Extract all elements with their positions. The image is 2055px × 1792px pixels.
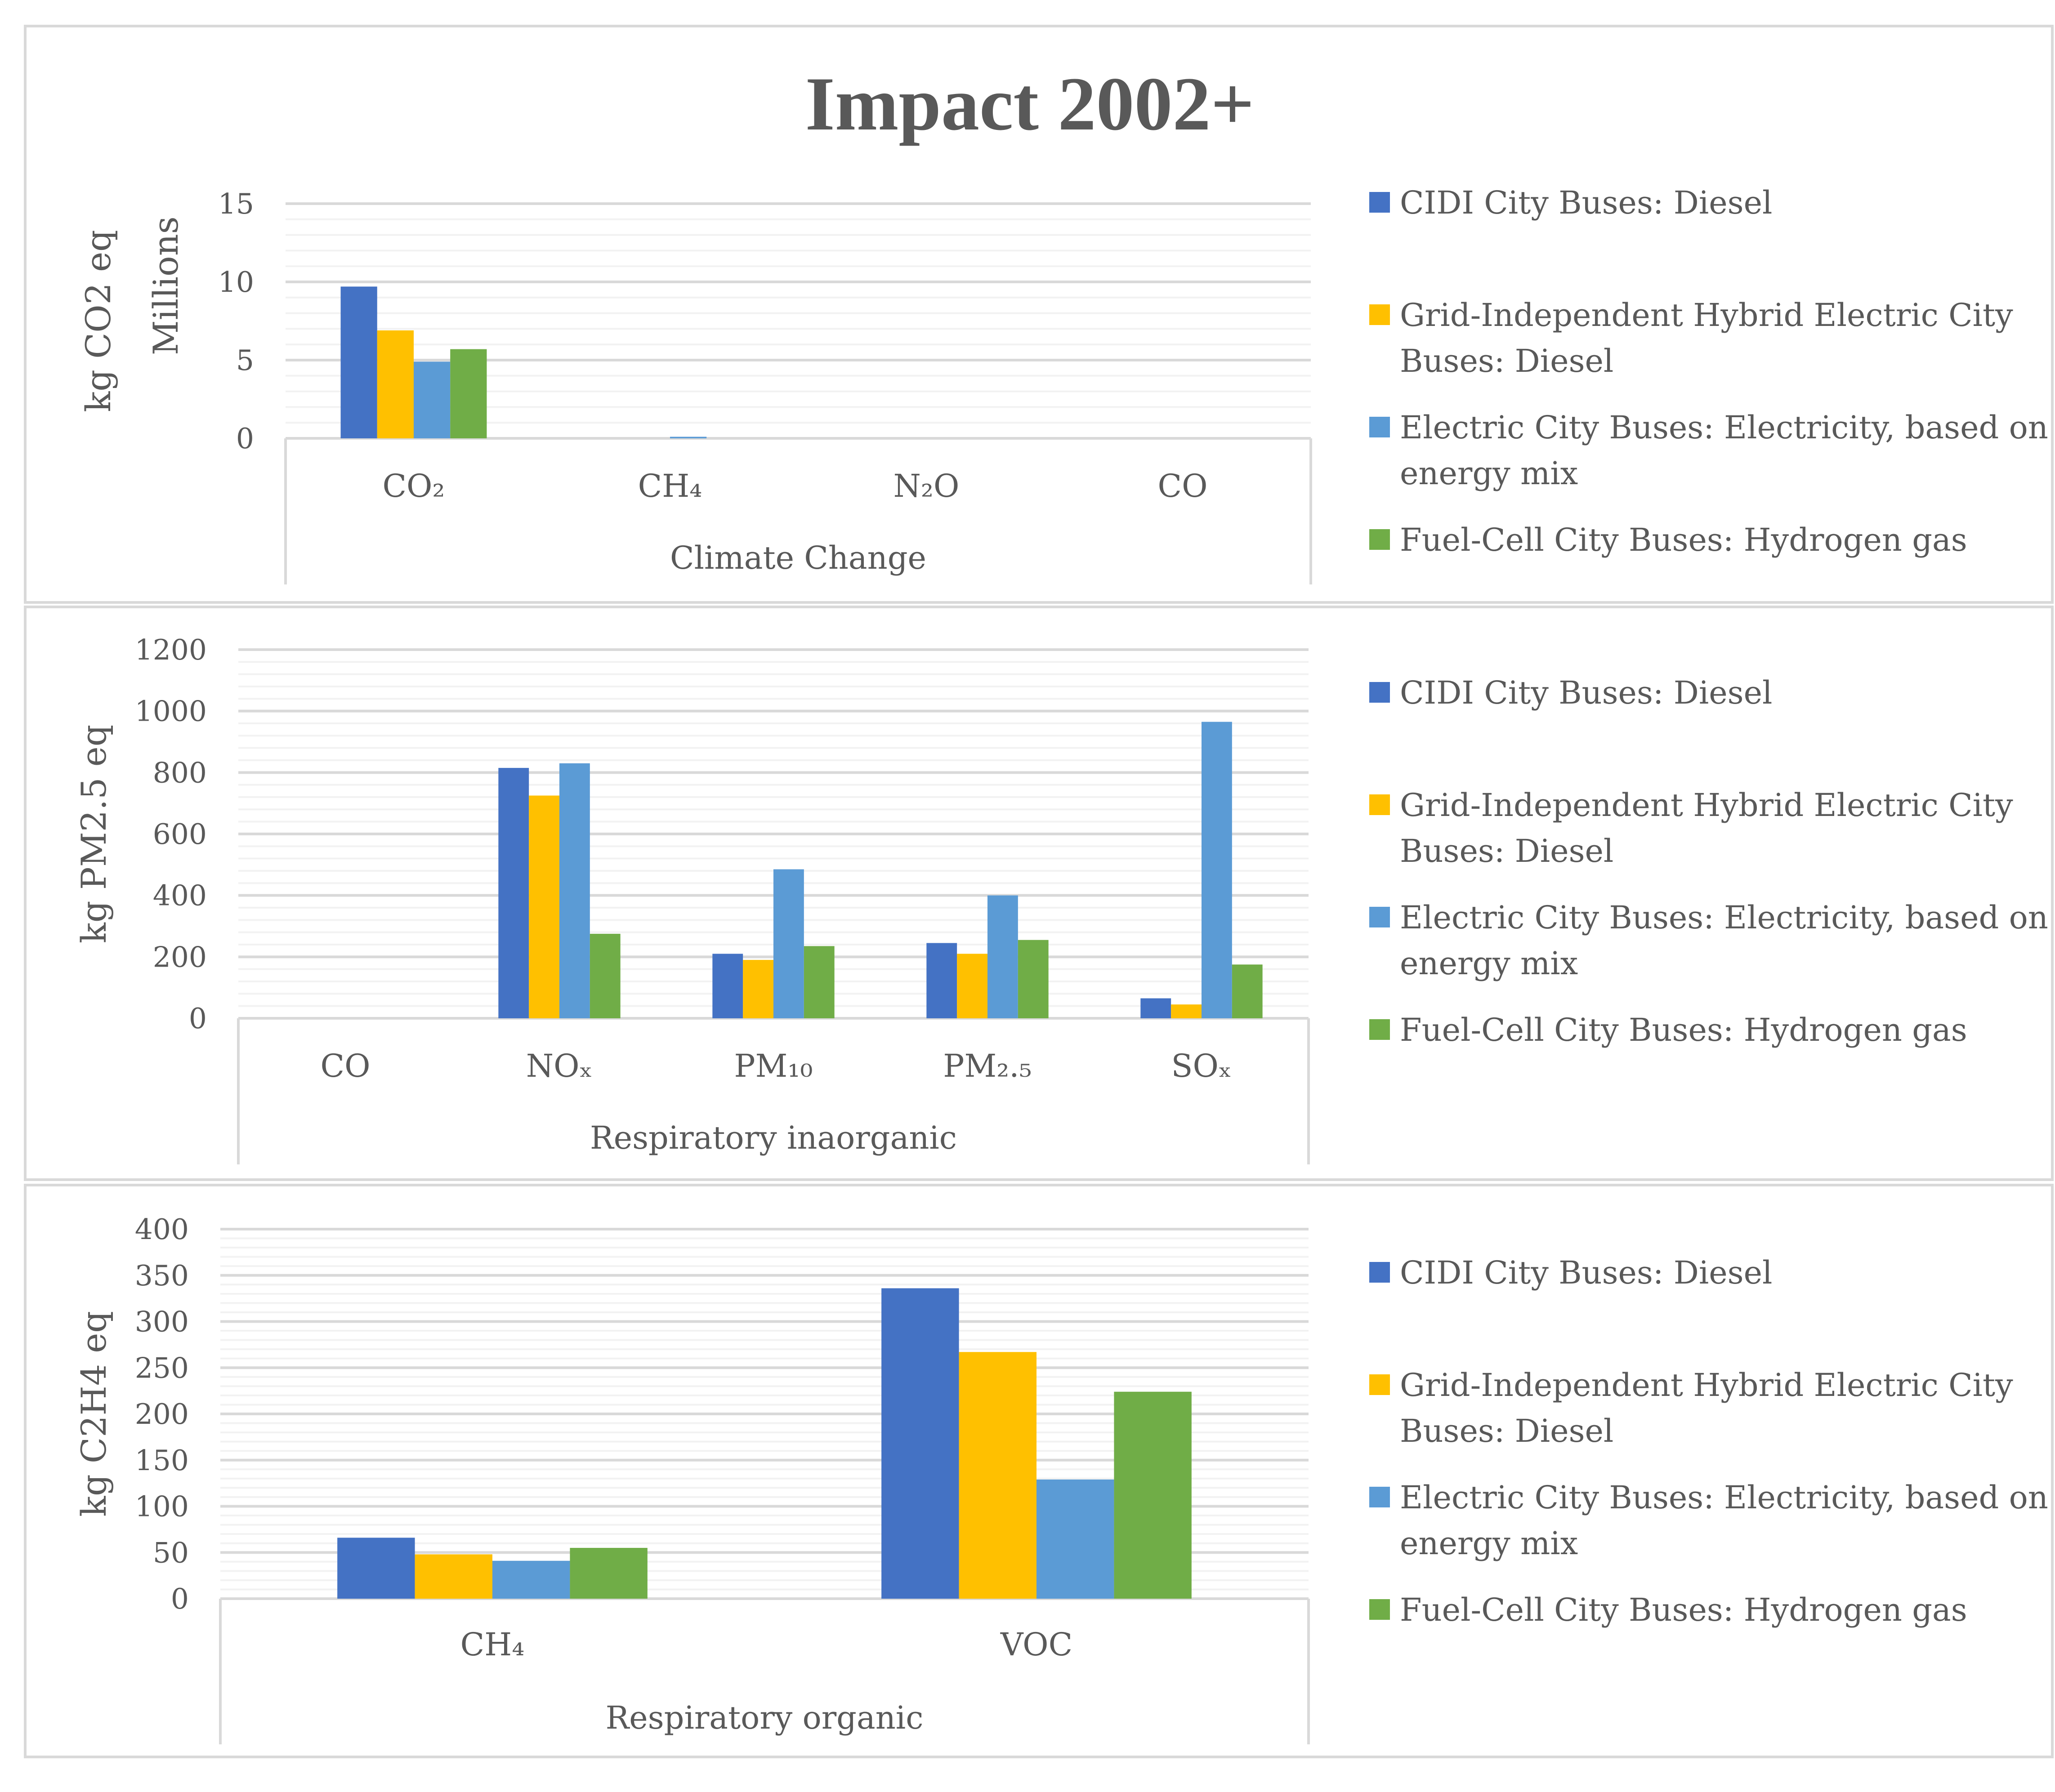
category-label-sox: SOₓ xyxy=(1171,1048,1232,1084)
legend-label: Grid-Independent Hybrid Electric City Bus… xyxy=(1400,297,2013,379)
y-tick-label: 350 xyxy=(135,1259,189,1292)
legend-swatch-fuel-cell-city-buses-hyd xyxy=(1369,1019,1390,1040)
legend-swatch-grid-independent-hybrid- xyxy=(1369,304,1390,325)
category-label-n2o: N₂O xyxy=(893,468,960,504)
legend-label: Grid-Independent Hybrid Electric City Bus… xyxy=(1400,787,2013,869)
bar-electric-city-buses-elec-ch4 xyxy=(670,437,707,438)
legend-swatch-fuel-cell-city-buses-hyd xyxy=(1369,529,1390,550)
bar-fuel-cell-city-buses-hyd-nox xyxy=(590,934,621,1018)
bar-fuel-cell-city-buses-hyd-ch4 xyxy=(570,1547,648,1599)
bar-electric-city-buses-elec-pm2-5 xyxy=(987,895,1018,1018)
bar-electric-city-buses-elec-pm10 xyxy=(773,869,804,1018)
legend-label: CIDI City Buses: Diesel xyxy=(1400,184,1772,221)
legend-swatch-electric-city-buses-elec xyxy=(1369,1487,1390,1507)
bar-grid-independent-hybrid--nox xyxy=(529,795,559,1018)
bar-fuel-cell-city-buses-hyd-sox xyxy=(1232,964,1263,1018)
legend-swatch-electric-city-buses-elec xyxy=(1369,417,1390,437)
bar-cidi-city-buses-diesel-co2 xyxy=(340,286,377,438)
legend-label: CIDI City Buses: Diesel xyxy=(1400,674,1772,711)
bar-electric-city-buses-elec-sox xyxy=(1202,722,1232,1018)
group-label: Climate Change xyxy=(670,539,926,576)
bar-cidi-city-buses-diesel-sox xyxy=(1140,998,1171,1018)
y-tick-label: 800 xyxy=(153,756,207,789)
bar-cidi-city-buses-diesel-voc xyxy=(881,1288,959,1599)
group-label: Respiratory inaorganic xyxy=(590,1119,957,1156)
bar-electric-city-buses-elec-nox xyxy=(559,763,590,1018)
y-tick-label: 1200 xyxy=(135,633,207,666)
category-label-co: CO xyxy=(1158,468,1208,504)
legend-label: Electric City Buses: Electricity, based … xyxy=(1400,1479,2048,1562)
legend-swatch-fuel-cell-city-buses-hyd xyxy=(1369,1599,1390,1620)
y-tick-label: 200 xyxy=(153,941,207,973)
chart-panel-respiratory-inorganic: 0 200 400 600 800 1000 1200 CO NOₓ PM₁₀ PM₂.₅ SOₓ Re… xyxy=(74,633,2048,1164)
y-tick-label: 0 xyxy=(189,1002,207,1035)
legend-swatch-grid-independent-hybrid- xyxy=(1369,1374,1390,1395)
bar-grid-independent-hybrid--pm2-5 xyxy=(957,954,987,1018)
display-unit-label: Millions xyxy=(146,216,186,355)
chart-panel-respiratory-organic: 0 50 100 150 200 250 300 350 400 CH₄ VOC Respirator… xyxy=(74,1213,2048,1744)
bar-grid-independent-hybrid--pm10 xyxy=(743,960,773,1018)
legend-label: Fuel-Cell City Buses: Hydrogen gas xyxy=(1400,1012,1967,1048)
bar-fuel-cell-city-buses-hyd-co2 xyxy=(450,349,487,438)
bar-grid-independent-hybrid--co2 xyxy=(377,330,414,438)
y-tick-label: 300 xyxy=(135,1306,189,1338)
figure-title: Impact 2002+ xyxy=(805,62,1255,146)
category-label-nox: NOₓ xyxy=(526,1048,593,1084)
bar-grid-independent-hybrid--ch4 xyxy=(415,1554,492,1599)
y-tick-label: 5 xyxy=(236,344,254,377)
chart-panel-climate-change: 0 5 10 15 CO₂ CH₄ N₂O CO Climate Change kg CO2 eq… xyxy=(78,184,2048,584)
legend-swatch-cidi-city-buses-diesel xyxy=(1369,192,1390,213)
legend-swatch-electric-city-buses-elec xyxy=(1369,907,1390,927)
legend-label: Fuel-Cell City Buses: Hydrogen gas xyxy=(1400,1591,1967,1628)
bar-electric-city-buses-elec-ch4 xyxy=(492,1560,570,1599)
y-tick-label: 200 xyxy=(135,1398,189,1431)
category-label-co2: CO₂ xyxy=(382,468,445,504)
bar-fuel-cell-city-buses-hyd-voc xyxy=(1114,1391,1192,1599)
legend-label: Fuel-Cell City Buses: Hydrogen gas xyxy=(1400,522,1967,558)
legend-label: Grid-Independent Hybrid Electric City Bus… xyxy=(1400,1367,2013,1449)
y-tick-label: 100 xyxy=(135,1490,189,1523)
legend-label: Electric City Buses: Electricity, based … xyxy=(1400,409,2048,492)
y-tick-label: 400 xyxy=(153,879,207,912)
bar-fuel-cell-city-buses-hyd-pm2-5 xyxy=(1018,940,1049,1018)
panel-frame-respiratory-organic xyxy=(24,1184,2054,1758)
y-tick-label: 250 xyxy=(135,1351,189,1384)
legend-swatch-cidi-city-buses-diesel xyxy=(1369,1262,1390,1283)
panel-frame-respiratory-inorganic xyxy=(24,606,2054,1181)
legend-label: CIDI City Buses: Diesel xyxy=(1400,1254,1772,1291)
y-tick-label: 50 xyxy=(153,1536,189,1569)
bar-grid-independent-hybrid--sox xyxy=(1171,1004,1202,1018)
y-tick-label: 600 xyxy=(153,818,207,851)
category-label-pm10: PM₁₀ xyxy=(734,1048,813,1084)
y-axis-title: kg CO2 eq xyxy=(78,230,118,412)
y-tick-label: 10 xyxy=(218,266,254,299)
category-label-pm2-5: PM₂.₅ xyxy=(943,1048,1032,1084)
y-tick-label: 150 xyxy=(135,1444,189,1477)
y-tick-label: 0 xyxy=(236,422,254,455)
category-label-voc: VOC xyxy=(1000,1626,1072,1663)
bar-fuel-cell-city-buses-hyd-pm10 xyxy=(804,946,835,1018)
legend-swatch-grid-independent-hybrid- xyxy=(1369,794,1390,815)
y-tick-label: 1000 xyxy=(135,695,207,728)
category-label-ch4: CH₄ xyxy=(638,468,702,504)
group-label: Respiratory organic xyxy=(606,1699,924,1736)
bar-electric-city-buses-elec-co2 xyxy=(414,361,451,438)
bar-cidi-city-buses-diesel-pm2-5 xyxy=(926,943,957,1018)
bar-cidi-city-buses-diesel-ch4 xyxy=(337,1538,415,1599)
category-label-ch4: CH₄ xyxy=(460,1626,525,1663)
bar-grid-independent-hybrid--voc xyxy=(959,1352,1036,1599)
bar-electric-city-buses-elec-voc xyxy=(1036,1479,1114,1599)
legend-label: Electric City Buses: Electricity, based … xyxy=(1400,899,2048,982)
bar-cidi-city-buses-diesel-pm10 xyxy=(712,954,743,1018)
bar-cidi-city-buses-diesel-nox xyxy=(498,768,529,1018)
panel-frame-climate-change xyxy=(24,25,2054,604)
y-tick-label: 0 xyxy=(171,1582,189,1615)
y-tick-label: 15 xyxy=(218,187,254,220)
y-axis-title: kg PM2.5 eq xyxy=(74,725,114,943)
y-axis-title: kg C2H4 eq xyxy=(74,1311,114,1517)
y-tick-label: 400 xyxy=(135,1213,189,1246)
category-label-co: CO xyxy=(321,1048,371,1084)
legend-swatch-cidi-city-buses-diesel xyxy=(1369,682,1390,703)
